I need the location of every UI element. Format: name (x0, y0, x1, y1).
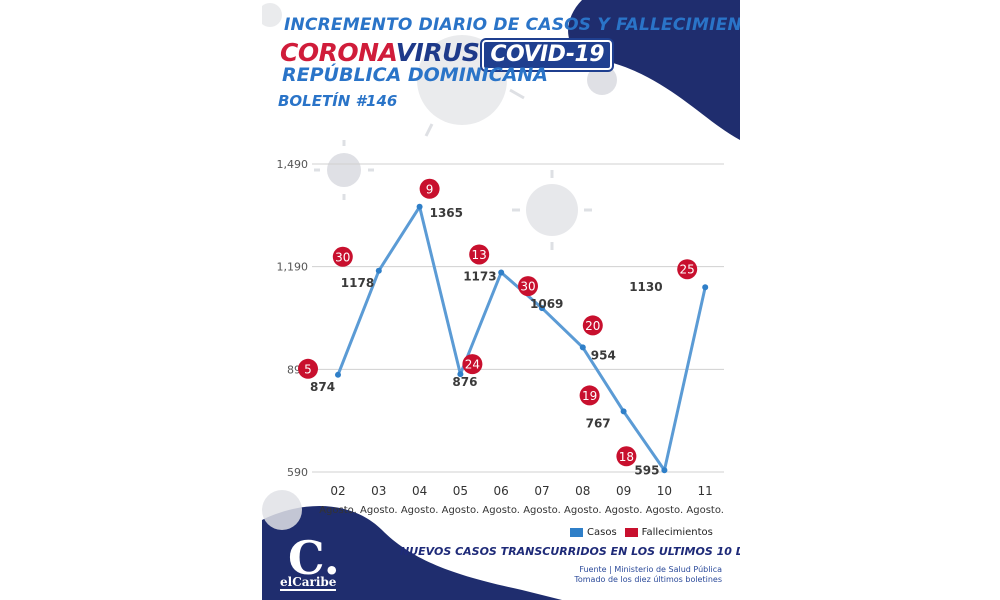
x-tick-label: 11 (698, 484, 713, 498)
country-title: REPÚBLICA DOMINICANA (282, 64, 549, 86)
y-tick-label: 1,190 (277, 261, 309, 274)
badge-fallecimientos (677, 259, 698, 280)
series-line-casos (336, 205, 707, 472)
legend-swatch-casos (570, 528, 583, 537)
data-label-fallecimientos: 30 (520, 280, 535, 294)
x-tick-label: 10 (657, 484, 672, 498)
chart-legend: Casos Fallecimientos (570, 527, 713, 538)
x-tick-label: 07 (534, 484, 549, 498)
data-label-fallecimientos: 18 (619, 450, 634, 464)
y-tick-label: 1,490 (277, 158, 309, 171)
bulletin-number: BOLETÍN #146 (278, 92, 398, 110)
navy-wave-bottom (262, 506, 562, 600)
data-label-casos: 1069 (530, 297, 563, 311)
data-point-casos (702, 284, 709, 291)
source-line-2: Tomado de los diez últimos boletines (574, 575, 722, 584)
x-tick-sublabel: Agosto. (442, 505, 480, 516)
background-shapes (262, 0, 740, 600)
data-point-casos (375, 267, 382, 274)
x-tick-sublabel: Agosto. (564, 505, 602, 516)
y-tick-label: 590 (287, 466, 308, 479)
badge-fallecimientos (582, 315, 603, 336)
brand-covid: COVID-19 (482, 40, 613, 70)
data-label-casos: 767 (586, 416, 611, 430)
badge-fallecimientos (462, 354, 483, 375)
data-label-casos: 876 (452, 375, 477, 389)
badge-fallecimientos (518, 276, 538, 297)
virus-decoration (262, 490, 302, 530)
badge-fallecimientos (298, 358, 318, 379)
x-tick-label: 03 (371, 484, 386, 498)
data-label-casos: 595 (634, 463, 659, 477)
x-tick-label: 04 (412, 484, 427, 498)
x-tick-sublabel: Agosto. (401, 505, 439, 516)
brand-virus: VIRUS (395, 38, 480, 67)
virus-decoration (327, 153, 361, 187)
infographic: INCREMENTO DIARIO DE CASOS Y FALLECIMIEN… (262, 0, 740, 600)
data-point-casos (661, 467, 668, 474)
data-point-casos (498, 269, 505, 276)
x-tick-label: 09 (616, 484, 631, 498)
data-label-fallecimientos: 24 (465, 358, 480, 372)
virus-decoration (526, 184, 578, 236)
x-tick-label: 06 (494, 484, 509, 498)
source-line-1: Fuente | Ministerio de Salud Pública (579, 565, 722, 574)
line-chart: 5908901,1901,49002Agosto.03Agosto.04Agos… (277, 158, 724, 516)
data-label-casos: 1178 (341, 276, 374, 290)
data-point-casos (457, 371, 464, 378)
data-label-casos: 1173 (463, 269, 496, 283)
badge-fallecimientos (616, 446, 637, 467)
virus-decoration (587, 65, 617, 95)
data-label-fallecimientos: 30 (335, 250, 350, 264)
virus-spike (509, 88, 525, 100)
footer-note: NUEVOS CASOS TRANSCURRIDOS EN LOS ULTIMO… (400, 545, 740, 558)
data-point-casos (620, 408, 627, 415)
x-tick-sublabel: Agosto. (646, 505, 684, 516)
data-label-fallecimientos: 25 (680, 263, 695, 277)
legend-label-casos: Casos (587, 527, 617, 538)
data-point-casos (416, 203, 423, 210)
elcaribe-logo: C. elCaribe (280, 531, 350, 595)
source-note: Fuente | Ministerio de Salud Pública Tom… (574, 565, 722, 585)
x-tick-label: 05 (453, 484, 468, 498)
data-label-fallecimientos: 5 (304, 362, 312, 376)
badge-fallecimientos (579, 385, 600, 406)
legend-swatch-fallecimientos (624, 528, 638, 537)
badge-fallecimientos (419, 178, 440, 199)
brand-corona: CORONA (280, 38, 396, 67)
x-tick-label: 08 (575, 484, 590, 498)
data-label-casos: 1365 (430, 206, 463, 220)
data-label-fallecimientos: 20 (585, 319, 600, 333)
virus-spike (424, 123, 434, 137)
legend-label-fallecimientos: Fallecimientos (641, 527, 713, 538)
data-label-casos: 1130 (629, 280, 662, 294)
data-point-casos (335, 371, 341, 378)
data-point-casos (579, 344, 586, 351)
brand-title: CORONAVIRUS COVID-19 (280, 38, 613, 70)
navy-wave-top (568, 0, 740, 140)
x-tick-label: 02 (330, 484, 345, 498)
data-label-fallecimientos: 9 (426, 182, 434, 196)
badge-fallecimientos (469, 244, 490, 265)
data-label-fallecimientos: 19 (582, 389, 597, 403)
badge-fallecimientos (332, 246, 353, 267)
data-point-casos (539, 305, 545, 312)
logo-name: elCaribe (280, 575, 337, 591)
x-tick-sublabel: Agosto. (319, 505, 357, 516)
data-label-casos: 954 (591, 348, 616, 362)
x-tick-sublabel: Agosto. (523, 505, 561, 516)
page-title: INCREMENTO DIARIO DE CASOS Y FALLECIMIEN… (284, 15, 740, 35)
data-label-casos: 874 (310, 380, 335, 394)
x-tick-sublabel: Agosto. (360, 505, 398, 516)
logo-letter: C. (288, 531, 340, 585)
x-tick-sublabel: Agosto. (482, 505, 520, 516)
data-label-fallecimientos: 13 (472, 248, 487, 262)
x-tick-sublabel: Agosto. (605, 505, 643, 516)
virus-decoration (262, 3, 282, 27)
x-tick-sublabel: Agosto. (686, 505, 724, 516)
